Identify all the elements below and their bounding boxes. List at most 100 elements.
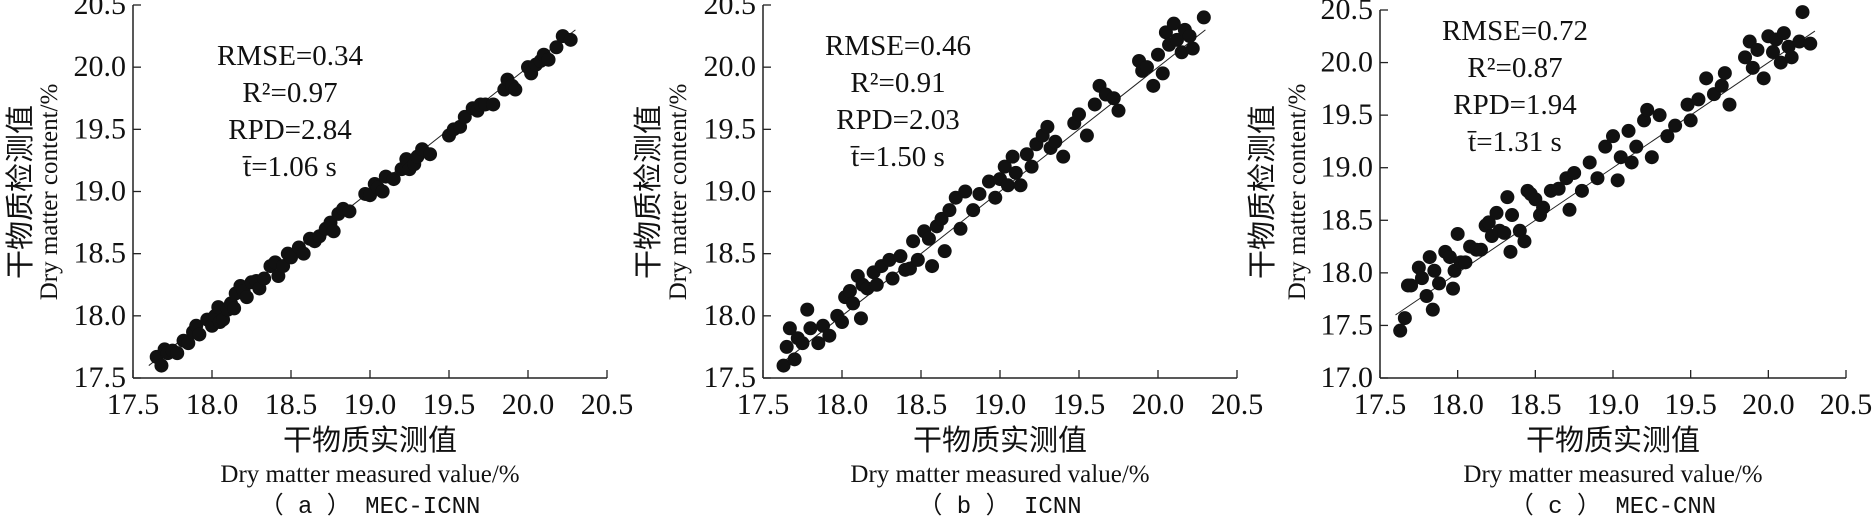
data-point [1714, 78, 1729, 93]
y-tick-label: 19.0 [74, 175, 127, 208]
data-point [1056, 149, 1071, 164]
data-point [937, 244, 952, 259]
data-point [1151, 47, 1165, 62]
y-tick-label: 18.0 [704, 299, 757, 332]
data-point [549, 40, 564, 55]
panel-a: 17.5 18.0 18.5 19.0 19.5 20.0 20.5 17.5 18.0 18.5… [4, 0, 633, 519]
data-point [1422, 250, 1437, 265]
data-point [1024, 159, 1039, 174]
data-point [1683, 113, 1698, 128]
x-tick-label: 18.0 [816, 388, 869, 421]
y-tick-label: 17.5 [1321, 308, 1374, 341]
data-point [1419, 288, 1434, 303]
data-point [508, 82, 523, 97]
data-point [296, 246, 311, 261]
x-axis-label-cn: 干物质实测值 [1526, 424, 1700, 457]
data-point [787, 352, 802, 367]
stat-time: t̄=1.50 s [850, 141, 945, 173]
data-point [842, 283, 857, 298]
panel-caption: （ c ） MEC-CNN [1510, 493, 1716, 519]
data-point [257, 271, 272, 286]
y-tick-label: 19.5 [1321, 98, 1374, 131]
x-tick-label: 18.0 [186, 388, 239, 421]
stat-rpd: RPD=1.94 [1453, 89, 1577, 121]
y-tick-label: 18.5 [1321, 203, 1374, 236]
data-point [972, 186, 987, 201]
y-tick-label: 20.0 [704, 50, 757, 83]
y-axis-label-cn: 干物质检测值 [1246, 105, 1279, 279]
data-point [958, 184, 973, 199]
y-tick-label: 19.0 [1321, 151, 1374, 184]
panel-b: 17.5 18.0 18.5 19.0 19.5 20.0 20.5 17.5 18.0 18.5… [632, 0, 1263, 519]
data-point [1425, 302, 1440, 317]
data-point [953, 221, 968, 236]
data-point [181, 336, 196, 351]
data-point [1637, 113, 1652, 128]
data-point [1660, 129, 1675, 144]
data-point [1668, 118, 1683, 133]
data-point [1629, 139, 1644, 154]
panel-caption: （ a ） MEC-ICNN [260, 493, 481, 519]
x-tick-label: 20.5 [1820, 388, 1873, 421]
data-point [966, 203, 981, 218]
y-tick-label: 19.5 [74, 112, 127, 145]
data-point [910, 252, 925, 267]
x-axis-label: Dry matter measured value/% [220, 461, 519, 488]
data-point [1106, 91, 1121, 106]
data-point [170, 346, 185, 361]
x-tick-label: 20.0 [502, 388, 555, 421]
data-point [1000, 178, 1015, 193]
data-point [1621, 123, 1636, 138]
data-point [1087, 97, 1102, 112]
data-point [1169, 32, 1184, 47]
y-tick-label: 19.5 [704, 112, 757, 145]
data-point [486, 97, 501, 112]
x-tick-label: 18.0 [1431, 388, 1484, 421]
data-point [1613, 150, 1628, 165]
x-tick-label: 18.5 [1509, 388, 1562, 421]
x-tick-label: 20.0 [1132, 388, 1185, 421]
stat-time: t̄=1.31 s [1467, 126, 1562, 158]
y-tick-label: 17.5 [74, 361, 127, 394]
data-point [822, 328, 837, 343]
stat-rpd: RPD=2.03 [836, 104, 960, 136]
data-point [1446, 281, 1461, 296]
x-axis-label: Dry matter measured value/% [1463, 461, 1762, 488]
panel-caption: （ b ） ICNN [918, 493, 1081, 519]
data-point [342, 204, 357, 219]
data-point [1582, 155, 1597, 170]
data-point [1072, 107, 1086, 122]
data-point [846, 296, 861, 311]
data-point [816, 318, 831, 333]
data-point [1040, 119, 1055, 134]
data-point [1019, 147, 1034, 162]
data-point [1111, 103, 1126, 118]
data-point [1182, 29, 1197, 44]
data-point [882, 252, 897, 267]
data-point [1427, 263, 1442, 278]
data-point [239, 290, 254, 305]
x-tick-label: 20.5 [581, 388, 634, 421]
data-point [1606, 129, 1620, 144]
x-tick-label: 17.5 [1354, 388, 1407, 421]
y-tick-label: 20.5 [704, 0, 757, 21]
data-point [1803, 36, 1818, 51]
x-tick-label: 19.5 [1053, 388, 1106, 421]
y-tick-label: 20.5 [1321, 0, 1374, 26]
x-tick-label: 20.0 [1742, 388, 1795, 421]
data-point [795, 336, 810, 351]
data-point [1166, 16, 1181, 31]
stat-r2: R²=0.87 [1467, 52, 1562, 84]
y-tick-label: 19.0 [704, 175, 757, 208]
data-point [1680, 97, 1695, 112]
data-point [1699, 71, 1714, 86]
x-tick-label: 19.0 [344, 388, 397, 421]
data-point [853, 311, 868, 326]
data-point [1146, 78, 1161, 93]
y-tick-label: 18.5 [704, 237, 757, 270]
data-point [1792, 34, 1807, 49]
x-tick-label: 18.5 [265, 388, 318, 421]
data-point [1174, 45, 1189, 60]
data-point [1013, 178, 1028, 193]
data-point [1722, 97, 1737, 112]
